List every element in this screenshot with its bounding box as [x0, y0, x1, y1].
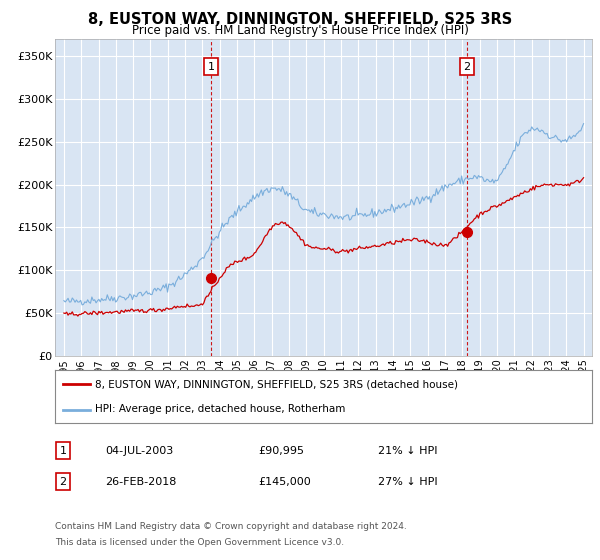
Text: 2: 2	[463, 62, 470, 72]
Text: Price paid vs. HM Land Registry's House Price Index (HPI): Price paid vs. HM Land Registry's House …	[131, 24, 469, 36]
Text: £90,995: £90,995	[258, 446, 304, 456]
Text: Contains HM Land Registry data © Crown copyright and database right 2024.: Contains HM Land Registry data © Crown c…	[55, 522, 407, 531]
Text: 21% ↓ HPI: 21% ↓ HPI	[378, 446, 437, 456]
Text: 8, EUSTON WAY, DINNINGTON, SHEFFIELD, S25 3RS: 8, EUSTON WAY, DINNINGTON, SHEFFIELD, S2…	[88, 12, 512, 27]
Text: 8, EUSTON WAY, DINNINGTON, SHEFFIELD, S25 3RS (detached house): 8, EUSTON WAY, DINNINGTON, SHEFFIELD, S2…	[95, 380, 458, 390]
Text: HPI: Average price, detached house, Rotherham: HPI: Average price, detached house, Roth…	[95, 404, 346, 414]
Text: 1: 1	[59, 446, 67, 456]
Text: 2: 2	[59, 477, 67, 487]
Text: 26-FEB-2018: 26-FEB-2018	[105, 477, 176, 487]
Text: £145,000: £145,000	[258, 477, 311, 487]
Text: 04-JUL-2003: 04-JUL-2003	[105, 446, 173, 456]
Text: 27% ↓ HPI: 27% ↓ HPI	[378, 477, 437, 487]
Text: This data is licensed under the Open Government Licence v3.0.: This data is licensed under the Open Gov…	[55, 538, 344, 547]
Text: 1: 1	[208, 62, 215, 72]
